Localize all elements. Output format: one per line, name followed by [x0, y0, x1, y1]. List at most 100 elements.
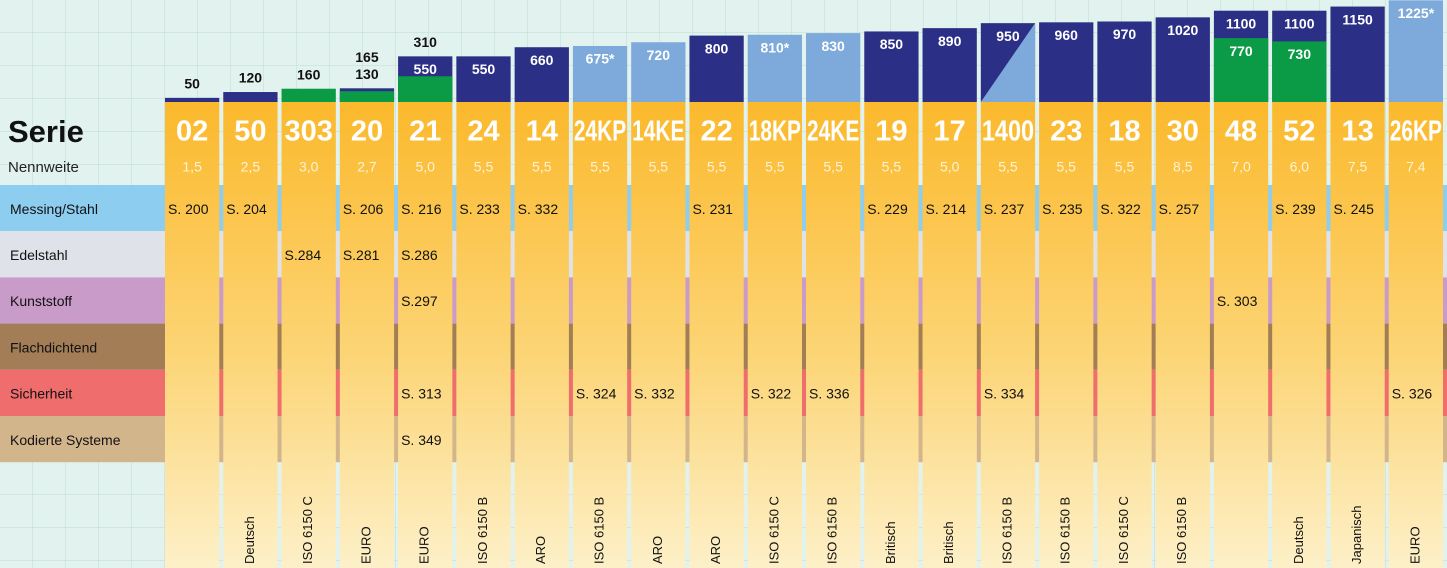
nennweite: 2,7: [357, 159, 377, 175]
nennweite: 7,5: [1348, 159, 1368, 175]
series-code: 303: [284, 116, 332, 148]
page-ref: S. 332: [634, 386, 675, 402]
value-label: 850: [880, 36, 904, 52]
page-ref: S.281: [343, 247, 380, 263]
nennweite: 5,5: [1056, 159, 1076, 175]
subtitle: Nennweite: [8, 159, 79, 176]
bar: [1039, 22, 1094, 102]
nennweite: 3,0: [299, 159, 319, 175]
bar: [922, 28, 977, 103]
page-ref: S. 334: [984, 386, 1025, 402]
column: [223, 102, 278, 568]
bar: [1097, 21, 1152, 103]
series-code: 02: [176, 116, 208, 148]
standard: ARO: [533, 536, 548, 564]
value-label: 830: [821, 38, 845, 54]
row-label: Flachdichtend: [10, 339, 97, 355]
value-label: 160: [297, 66, 321, 82]
value-label: 675*: [586, 51, 615, 67]
page-ref: S. 349: [401, 432, 442, 448]
column: [281, 102, 336, 568]
page-ref: S. 200: [168, 201, 209, 217]
standard: ARO: [650, 536, 665, 564]
bar: [631, 42, 686, 102]
row-label: Messing/Stahl: [10, 201, 98, 217]
page-ref: S. 214: [926, 201, 967, 217]
bar-secondary: [1213, 38, 1269, 102]
nennweite: 6,0: [1290, 159, 1310, 175]
nennweite: 5,5: [590, 159, 610, 175]
series-code: 1400: [982, 116, 1034, 148]
nennweite: 5,5: [765, 159, 785, 175]
column: [922, 102, 977, 568]
page-ref: S. 313: [401, 386, 442, 402]
series-code: 18KP: [749, 116, 801, 148]
column: [689, 102, 744, 568]
standard: Japanisch: [1349, 505, 1364, 564]
page-ref: S. 216: [401, 201, 442, 217]
series-code: 24: [467, 116, 499, 148]
column: [1213, 102, 1269, 568]
row-label: Edelstahl: [10, 247, 68, 263]
nennweite: 5,5: [823, 159, 843, 175]
row-label: Sicherheit: [10, 386, 72, 402]
value-label: 1150: [1342, 11, 1373, 27]
nennweite: 5,5: [474, 159, 494, 175]
bar: [864, 31, 919, 103]
column: [165, 102, 220, 568]
nennweite: 5,5: [532, 159, 552, 175]
page-ref: S.284: [285, 247, 322, 263]
column: [1097, 102, 1152, 568]
standard: Deutsch: [242, 516, 257, 564]
page-ref: S.286: [401, 247, 438, 263]
column: [631, 102, 686, 568]
value-label: 1100: [1226, 15, 1257, 31]
series-code: 24KE: [807, 116, 859, 148]
standard: ISO 6150 B: [999, 497, 1014, 564]
standard: ISO 6150 B: [475, 497, 490, 564]
page-ref: S. 303: [1217, 293, 1258, 309]
value2-label: 770: [1229, 43, 1253, 59]
column: [864, 102, 919, 568]
bar: [1155, 17, 1210, 103]
page-ref: S. 204: [226, 201, 267, 217]
bar-secondary: [339, 91, 395, 102]
series-code: 14: [526, 116, 558, 148]
column: [1155, 102, 1210, 568]
value-label: 660: [530, 52, 554, 68]
page-ref: S. 229: [867, 201, 908, 217]
page-ref: S.297: [401, 293, 438, 309]
nennweite: 8,5: [1173, 159, 1193, 175]
value-label: 120: [239, 70, 263, 86]
series-code: 20: [351, 116, 383, 148]
bar-split: [980, 23, 1036, 102]
series-code: 50: [234, 116, 266, 148]
column: [514, 102, 569, 568]
series-code: 48: [1225, 116, 1257, 148]
page-ref: S. 235: [1042, 201, 1083, 217]
bar: [747, 34, 802, 102]
bar: [281, 88, 336, 102]
page-ref: S. 231: [692, 201, 733, 217]
page-ref: S. 245: [1333, 201, 1374, 217]
page-ref: S. 332: [518, 201, 559, 217]
column: [398, 102, 453, 568]
row-label: Kodierte Systeme: [10, 432, 121, 448]
value-label: 720: [647, 47, 671, 63]
series-code: 17: [934, 116, 966, 148]
value-label: 1225*: [1398, 5, 1435, 21]
nennweite: 5,5: [1115, 159, 1135, 175]
bar-secondary: [398, 76, 453, 102]
standard: ISO 6150 C: [300, 496, 315, 564]
value2-label: 310: [414, 34, 438, 50]
value-label: 1100: [1284, 15, 1315, 31]
page-ref: S. 322: [751, 386, 792, 402]
standard: EURO: [417, 526, 432, 564]
column: [1272, 102, 1327, 568]
value-label: 970: [1113, 26, 1137, 42]
series-code: 26KP: [1390, 116, 1442, 148]
standard: ISO 6150 B: [591, 497, 606, 564]
page-ref: S. 237: [984, 201, 1025, 217]
standard: ISO 6150 C: [1116, 496, 1131, 564]
